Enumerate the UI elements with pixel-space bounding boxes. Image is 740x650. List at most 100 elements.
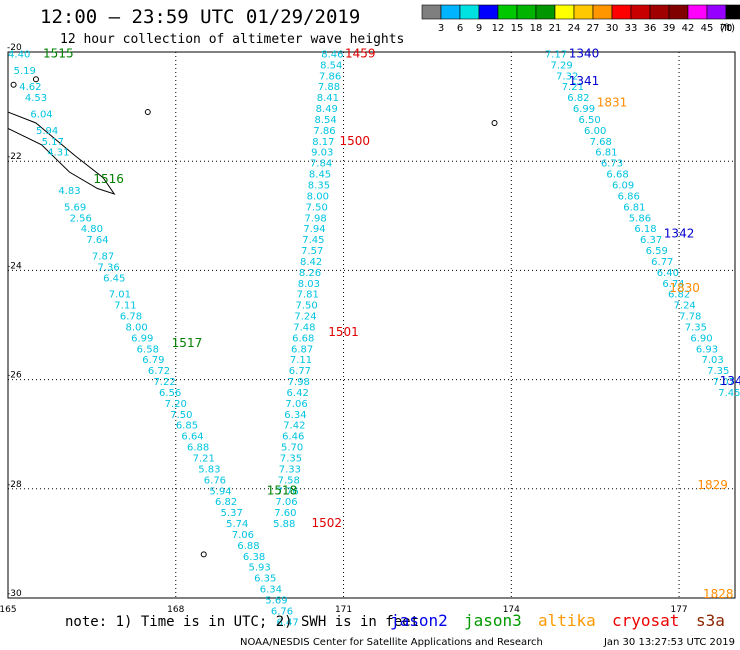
colorbar-label: 39 xyxy=(663,23,676,34)
pass-label: 1829 xyxy=(697,478,728,492)
colorbar-label: 3 xyxy=(438,23,444,34)
wave-height-value: 4.53 xyxy=(25,93,47,104)
wave-height-value: 8.41 xyxy=(317,93,339,104)
colorbar-label: 9 xyxy=(476,23,482,34)
wave-height-value: 6.38 xyxy=(243,552,265,563)
colorbar-swatch xyxy=(725,4,740,20)
pass-label: 1516 xyxy=(93,172,124,186)
lon-label: 177 xyxy=(670,605,687,615)
wave-height-value: 7.64 xyxy=(86,235,108,246)
wave-height-value: 6.58 xyxy=(137,344,159,355)
wave-height-value: 7.21 xyxy=(193,454,215,465)
wave-height-value: 6.78 xyxy=(120,312,142,323)
wave-height-value: 5.69 xyxy=(64,202,86,213)
wave-height-value: 6.76 xyxy=(204,475,226,486)
wave-height-value: 8.45 xyxy=(309,170,331,181)
wave-height-value: 8.17 xyxy=(312,137,334,148)
wave-height-value: 6.79 xyxy=(142,355,164,366)
colorbar-swatch xyxy=(706,4,727,20)
wave-height-value: 6.85 xyxy=(176,421,198,432)
wave-height-value: 7.94 xyxy=(303,224,325,235)
colorbar-label: 18 xyxy=(530,23,543,34)
wave-height-value: 7.17 xyxy=(545,49,567,60)
wave-height-value: 7.76 xyxy=(276,486,298,497)
wave-height-value: 8.42 xyxy=(300,257,322,268)
pass-label: 1502 xyxy=(311,516,342,530)
wave-height-value: 6.68 xyxy=(606,170,628,181)
wave-height-value: 7.32 xyxy=(556,71,578,82)
legend-jason2: jason2 xyxy=(390,611,448,630)
wave-height-value: 7.98 xyxy=(288,377,310,388)
wave-height-value: 6.76 xyxy=(271,606,293,617)
wave-height-value: 8.00 xyxy=(307,191,329,202)
wave-height-value: 4.83 xyxy=(58,186,80,197)
lat-label: -22 xyxy=(7,152,22,162)
wave-height-value: 6.88 xyxy=(187,443,209,454)
wave-height-value: 6.47 xyxy=(276,617,298,628)
wave-height-value: 7.35 xyxy=(280,454,302,465)
wave-height-value: 8.00 xyxy=(125,322,147,333)
pass-label: 1515 xyxy=(43,46,74,60)
wave-height-value: 8.54 xyxy=(315,115,337,126)
wave-height-value: 7.11 xyxy=(290,355,312,366)
colorbar-label: 45 xyxy=(701,23,714,34)
wave-height-value: 5.17 xyxy=(42,137,64,148)
wave-height-value: 6.90 xyxy=(690,333,712,344)
wave-height-value: 5.88 xyxy=(273,519,295,530)
footer-timestamp: Jan 30 13:27:53 UTC 2019 xyxy=(603,637,735,648)
wave-height-value: 5.94 xyxy=(36,126,58,137)
wave-height-value: 4.40 xyxy=(8,49,30,60)
wave-height-value: 7.06 xyxy=(285,399,307,410)
lat-label: -24 xyxy=(7,261,22,271)
wave-height-value: 7.11 xyxy=(114,301,136,312)
lon-label: 165 xyxy=(0,605,17,615)
wave-height-value: 6.99 xyxy=(131,333,153,344)
colorbar-swatch xyxy=(554,4,575,20)
map-subtitle: 12 hour collection of altimeter wave hei… xyxy=(60,32,405,47)
wave-height-value: 6.40 xyxy=(657,268,679,279)
wave-height-value: 4.31 xyxy=(47,148,69,159)
wave-height-value: 7.98 xyxy=(304,213,326,224)
colorbar-swatch xyxy=(687,4,708,20)
colorbar-label: 36 xyxy=(644,23,657,34)
coastline xyxy=(7,111,116,195)
pass-label: 1501 xyxy=(328,325,359,339)
island xyxy=(32,76,39,83)
lat-label: -30 xyxy=(7,589,22,599)
wave-height-value: 5.69 xyxy=(265,595,287,606)
colorbar-swatch xyxy=(440,4,461,20)
colorbar-swatch xyxy=(630,4,651,20)
wave-height-value: 7.50 xyxy=(295,301,317,312)
colorbar-label: 24 xyxy=(568,23,581,34)
wave-height-value: 7.06 xyxy=(275,497,297,508)
wave-height-value: 6.82 xyxy=(567,93,589,104)
colorbar-label: 21 xyxy=(549,23,562,34)
wave-height-value: 5.83 xyxy=(198,464,220,475)
pass-label: 1518 xyxy=(267,483,298,497)
colorbar-swatch xyxy=(478,4,499,20)
wave-height-value: 7.57 xyxy=(301,246,323,257)
wave-height-value: 5.74 xyxy=(226,519,248,530)
wave-height-value: 6.74 xyxy=(662,279,684,290)
wave-height-value: 8.54 xyxy=(320,60,342,71)
wave-height-value: 6.04 xyxy=(30,110,52,121)
wave-height-value: 7.50 xyxy=(306,202,328,213)
colorbar-swatch xyxy=(535,4,556,20)
colorbar-label: 30 xyxy=(606,23,619,34)
wave-height-value: 6.81 xyxy=(595,148,617,159)
wave-height-value: 7.45 xyxy=(718,388,740,399)
wave-height-value: 6.77 xyxy=(651,257,673,268)
lat-label: -28 xyxy=(7,480,22,490)
island xyxy=(10,81,17,88)
pass-label: 1343 xyxy=(720,374,740,388)
pass-label: 1500 xyxy=(339,134,370,148)
pass-label: 1831 xyxy=(597,96,628,110)
lon-label: 168 xyxy=(167,605,184,615)
wave-height-value: 7.42 xyxy=(283,421,305,432)
wave-height-value: 6.34 xyxy=(260,585,282,596)
legend-altika: altika xyxy=(538,611,596,630)
wave-height-value: 7.36 xyxy=(98,262,120,273)
wave-height-value: 5.70 xyxy=(281,443,303,454)
wave-height-value: 6.50 xyxy=(578,115,600,126)
